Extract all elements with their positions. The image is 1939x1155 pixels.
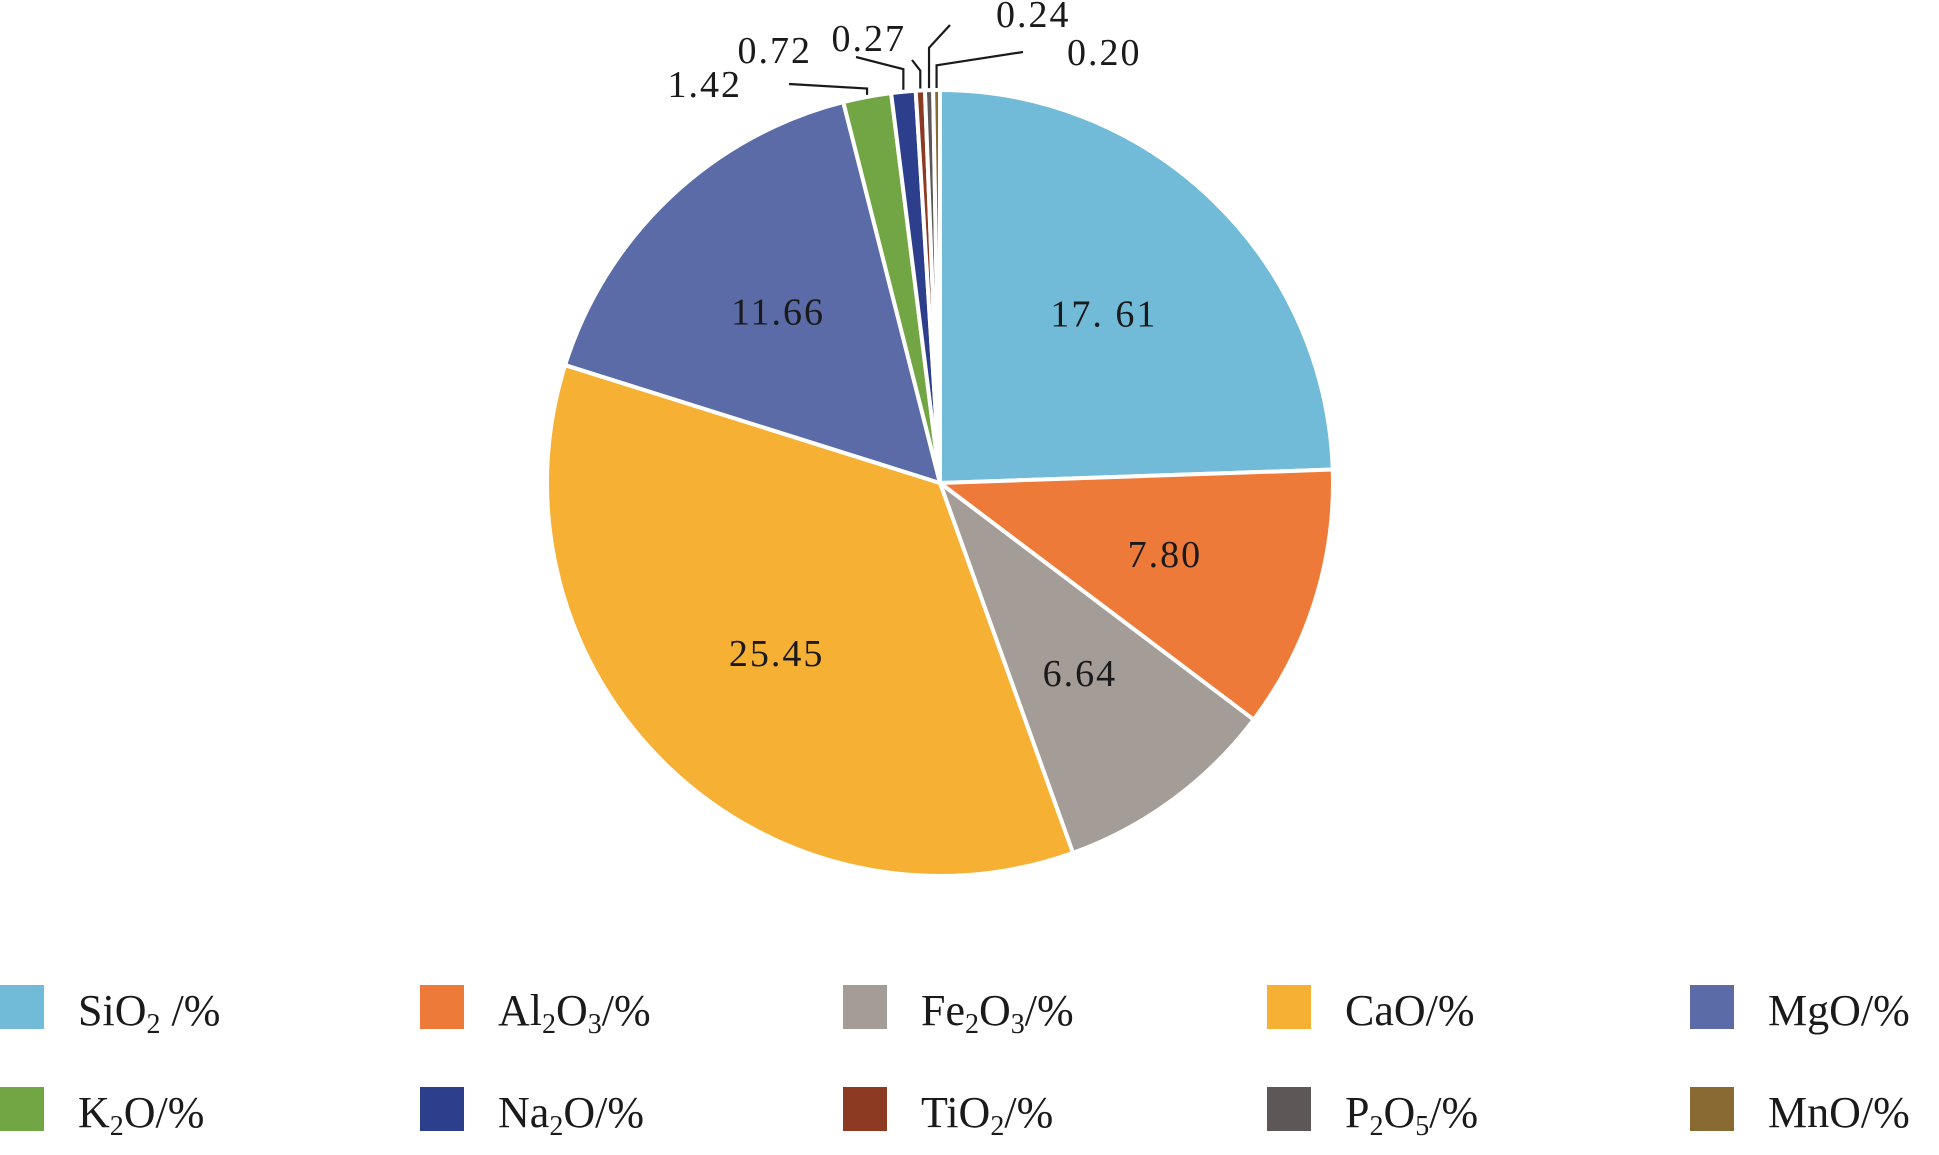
leader-line-mno <box>935 50 1024 89</box>
legend-swatch <box>0 985 44 1029</box>
legend-item-mgo: MgO/% <box>1690 985 1910 1035</box>
data-labels: 17. 61 7.80 6.64 25.45 11.66 1.420.72 0.27 0.24… <box>668 0 1203 695</box>
data-label-cao: 25.45 <box>729 633 825 675</box>
legend-item-al2o3: Al2O3/% <box>420 985 651 1040</box>
legend-label: MgO/% <box>1768 986 1910 1035</box>
legend-swatch <box>1690 985 1734 1029</box>
legend-label: SiO2 /% <box>78 986 220 1040</box>
pie-slice-fe2o3 <box>938 481 1256 855</box>
legend-label: P2O5/% <box>1345 1088 1478 1142</box>
leader-line-p2o5 <box>927 24 951 89</box>
legend-label: TiO2/% <box>921 1088 1053 1142</box>
legend-label: MnO/% <box>1768 1088 1910 1137</box>
legend-item-p2o5: P2O5/% <box>1267 1087 1478 1142</box>
legend-label: CaO/% <box>1345 986 1475 1035</box>
pie-slice-mno <box>931 88 942 485</box>
legend-label: K2O/% <box>78 1088 204 1142</box>
legend-swatch <box>420 985 464 1029</box>
data-label-mgo: 11.66 <box>731 292 825 334</box>
pie-slices <box>545 88 1335 878</box>
leader-line-na2o <box>855 55 905 90</box>
legend-swatch <box>0 1087 44 1131</box>
legend-swatch <box>1267 985 1311 1029</box>
legend-item-cao: CaO/% <box>1267 985 1475 1035</box>
legend-item-tio2: TiO2/% <box>843 1087 1053 1142</box>
leader-line-k2o <box>788 82 869 95</box>
data-label-k2o: 1.42 <box>668 64 743 106</box>
legend-label: Fe2O3/% <box>921 986 1074 1040</box>
data-label-mno: 0.20 <box>1067 32 1142 74</box>
legend-swatch <box>843 1087 887 1131</box>
legend-item-sio2: SiO2 /% <box>0 985 220 1040</box>
data-label-al2o3: 7.80 <box>1128 534 1203 576</box>
legend-swatch <box>843 985 887 1029</box>
legend-item-fe2o3: Fe2O3/% <box>843 985 1074 1040</box>
legend-swatch <box>1267 1087 1311 1131</box>
leader-line-tio2 <box>911 59 922 89</box>
legend-item-mno: MnO/% <box>1690 1087 1910 1137</box>
legend: SiO2 /% Al2O3/% Fe2O3/% CaO/% MgO/% K2O/% Na2O… <box>0 985 1910 1142</box>
leader-lines <box>788 24 1024 95</box>
legend-label: Al2O3/% <box>498 986 651 1040</box>
data-label-sio2: 17. 61 <box>1050 293 1157 335</box>
data-label-fe2o3: 6.64 <box>1043 653 1118 695</box>
legend-item-na2o: Na2O/% <box>420 1087 644 1142</box>
data-label-tio2: 0.27 <box>832 18 907 60</box>
legend-item-k2o: K2O/% <box>0 1087 204 1142</box>
data-label-p2o5: 0.24 <box>996 0 1071 36</box>
pie-slice-sio2 <box>938 88 1335 485</box>
pie-slice-al2o3 <box>938 467 1335 722</box>
legend-swatch <box>420 1087 464 1131</box>
legend-swatch <box>1690 1087 1734 1131</box>
data-label-na2o: 0.72 <box>738 30 813 72</box>
legend-label: Na2O/% <box>498 1088 644 1142</box>
pie-slice-mgo <box>563 100 942 485</box>
pie-slice-cao <box>545 363 1075 878</box>
